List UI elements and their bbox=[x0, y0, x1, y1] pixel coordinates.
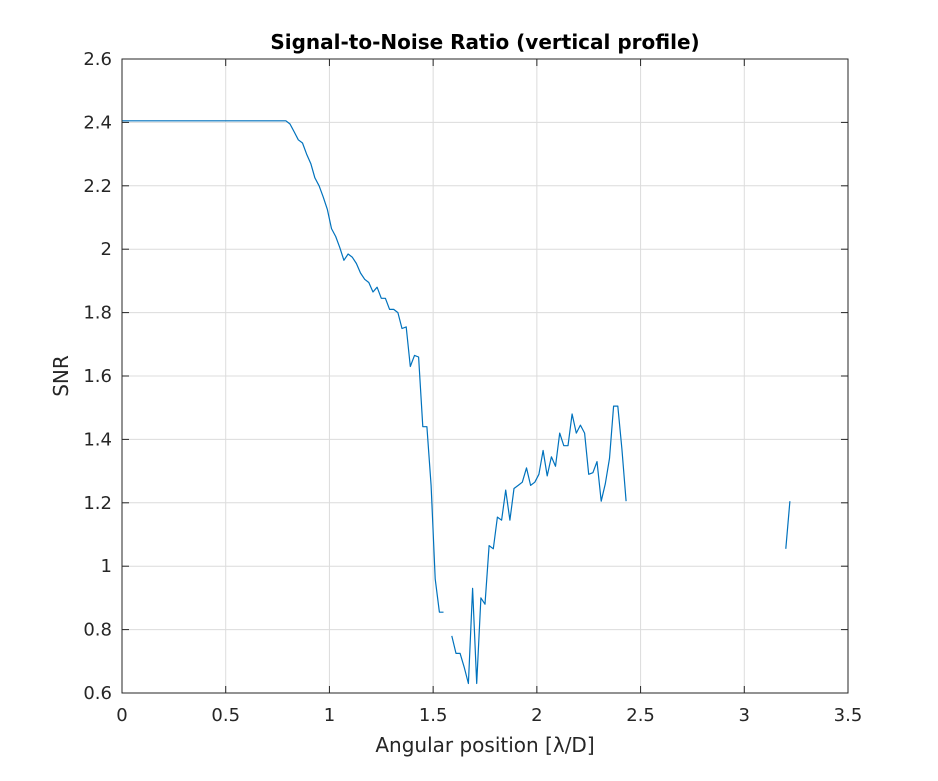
snr-series bbox=[122, 120, 791, 685]
y-tick-label: 2 bbox=[101, 239, 112, 260]
x-axis-label: Angular position [λ/D] bbox=[375, 733, 594, 757]
chart-title: Signal-to-Noise Ratio (vertical profile) bbox=[270, 30, 699, 54]
snr-line-segment bbox=[785, 501, 791, 549]
y-tick-label: 1 bbox=[101, 556, 112, 577]
y-axis-label: SNR bbox=[49, 355, 73, 397]
x-tick-label: 3 bbox=[739, 705, 750, 726]
x-tick-label: 0.5 bbox=[211, 705, 240, 726]
x-tick-label: 1.5 bbox=[419, 705, 448, 726]
y-tick-label: 2.4 bbox=[83, 112, 112, 133]
y-tick-label: 1.4 bbox=[83, 429, 112, 450]
grid-lines bbox=[121, 58, 849, 694]
x-tick-label: 0 bbox=[116, 705, 127, 726]
y-tick-label: 2.2 bbox=[83, 176, 112, 197]
x-tick-label: 2.5 bbox=[626, 705, 655, 726]
axis-ticks: 0 0.5 1 1.5 2 2.5 3 3.5 0.6 0.8 1 1.2 1.4 1.6 1.8 2 2.2 2… bbox=[83, 49, 862, 726]
snr-line-segment bbox=[122, 120, 444, 613]
y-tick-label: 2.6 bbox=[83, 49, 112, 70]
x-tick-label: 3.5 bbox=[834, 705, 863, 726]
y-tick-label: 0.6 bbox=[83, 683, 112, 704]
snr-line-segment bbox=[451, 405, 627, 685]
y-tick-label: 1.8 bbox=[83, 303, 112, 324]
y-tick-label: 1.6 bbox=[83, 366, 112, 387]
y-tick-label: 0.8 bbox=[83, 620, 112, 641]
y-tick-label: 1.2 bbox=[83, 493, 112, 514]
x-tick-label: 1 bbox=[324, 705, 335, 726]
x-tick-label: 2 bbox=[531, 705, 542, 726]
